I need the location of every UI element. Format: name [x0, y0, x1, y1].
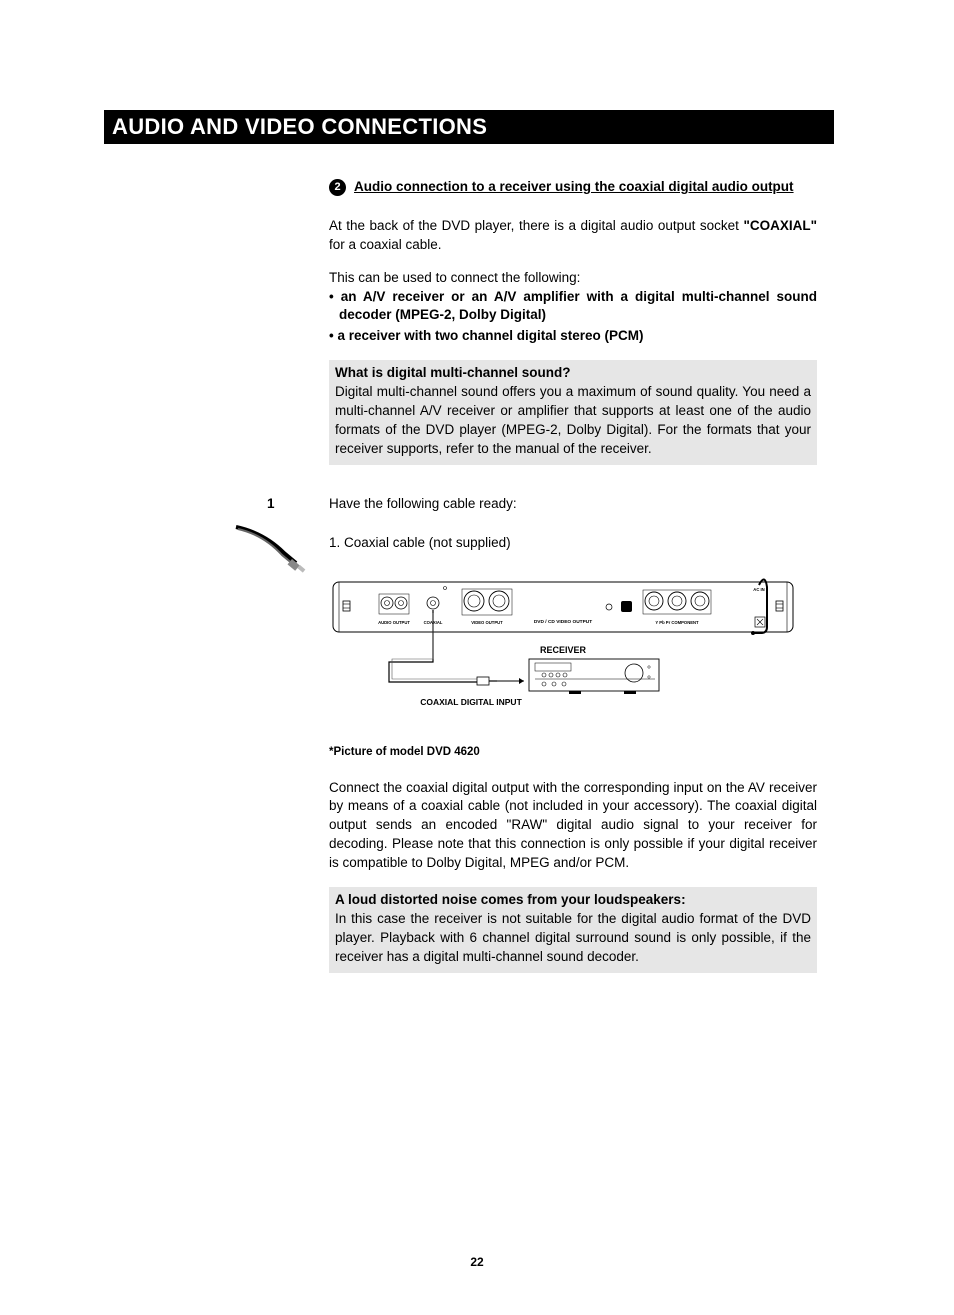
intro-text-bold: "COAXIAL"	[743, 218, 817, 233]
can-connect-label: This can be used to connect the followin…	[329, 269, 817, 288]
svg-text:Y Pb Pr COMPONENT: Y Pb Pr COMPONENT	[655, 620, 699, 625]
info-box-title: A loud distorted noise comes from your l…	[335, 892, 686, 907]
bullet-item: • a receiver with two channel digital st…	[329, 327, 817, 346]
subsection-title: Audio connection to a receiver using the…	[354, 178, 794, 197]
bullet-item: • an A/V receiver or an A/V amplifier wi…	[329, 288, 817, 326]
info-box-noise: A loud distorted noise comes from your l…	[329, 887, 817, 973]
svg-text:AC IN: AC IN	[753, 587, 764, 592]
svg-text:VIDEO OUTPUT: VIDEO OUTPUT	[471, 620, 503, 625]
subsection-heading: 2 Audio connection to a receiver using t…	[329, 178, 817, 197]
page-number: 22	[0, 1255, 954, 1269]
circled-number-icon: 2	[329, 179, 346, 196]
coax-input-label: COAXIAL DIGITAL INPUT	[420, 697, 522, 707]
bullet-list: • an A/V receiver or an A/V amplifier wi…	[329, 288, 817, 347]
svg-text:DVD / CD VIDEO OUTPUT: DVD / CD VIDEO OUTPUT	[534, 619, 592, 625]
info-box-body: Digital multi-channel sound offers you a…	[335, 383, 811, 459]
section-header: AUDIO AND VIDEO CONNECTIONS	[104, 110, 834, 144]
info-box-body: In this case the receiver is not suitabl…	[335, 911, 811, 964]
step-row: 1 Have the following cable ready: 1. Coa…	[329, 495, 817, 553]
intro-paragraph: At the back of the DVD player, there is …	[329, 217, 817, 255]
connect-paragraph: Connect the coaxial digital output with …	[329, 779, 817, 873]
svg-text:AUDIO OUTPUT: AUDIO OUTPUT	[378, 620, 410, 625]
diagram-caption: *Picture of model DVD 4620	[329, 744, 817, 760]
receiver-label: RECEIVER	[540, 645, 587, 655]
intro-text-post: for a coaxial cable.	[329, 237, 442, 252]
connection-diagram: AUDIO OUTPUT COAXIAL VIDEO OUTPUT DVD / …	[329, 577, 817, 732]
step-number: 1	[267, 495, 275, 514]
intro-text-pre: At the back of the DVD player, there is …	[329, 218, 743, 233]
info-box-title: What is digital multi-channel sound?	[335, 364, 811, 383]
coaxial-cable-icon	[234, 525, 314, 581]
info-box-multichannel: What is digital multi-channel sound? Dig…	[329, 360, 817, 464]
have-cable-label: Have the following cable ready:	[329, 495, 817, 514]
content-column: 2 Audio connection to a receiver using t…	[329, 178, 817, 973]
page-container: AUDIO AND VIDEO CONNECTIONS 2 Audio conn…	[0, 0, 954, 1315]
cable-item-label: 1. Coaxial cable (not supplied)	[329, 534, 817, 553]
